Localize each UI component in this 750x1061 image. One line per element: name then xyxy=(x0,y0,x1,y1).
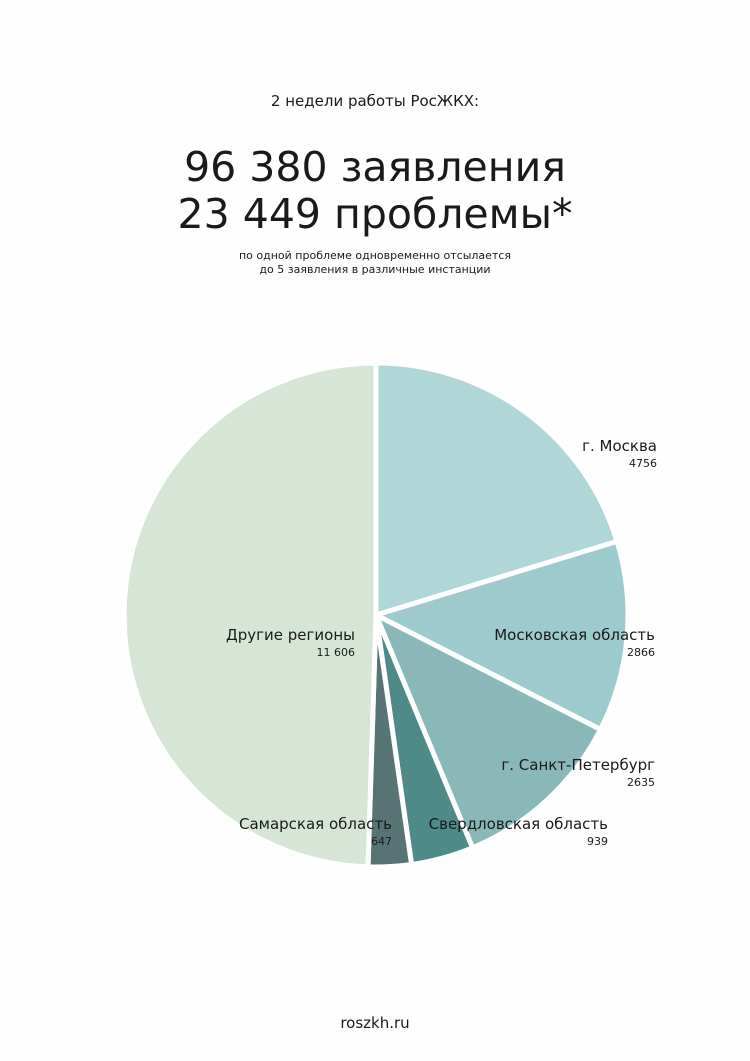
slice-value-3: 2635 xyxy=(627,776,655,789)
headline-problems: 23 449 проблемы* xyxy=(177,190,573,238)
slice-label-1: г. Москва xyxy=(582,437,657,455)
slice-value-1: 4756 xyxy=(629,457,657,470)
slice-value-6: 11 606 xyxy=(317,646,356,659)
slice-value-2: 2866 xyxy=(627,646,655,659)
headline-statements: 96 380 заявления xyxy=(184,143,566,191)
slice-label-5: Самарская область xyxy=(239,815,392,833)
slice-label-6: Другие регионы xyxy=(226,626,355,644)
slice-label-2: Московская область xyxy=(494,626,655,644)
site-url: roszkh.ru xyxy=(340,1014,410,1032)
slice-value-5: 647 xyxy=(371,835,392,848)
footnote-line-2: до 5 заявления в различные инстанции xyxy=(259,263,491,276)
pie-slice-2 xyxy=(373,538,631,732)
pie-slice-3 xyxy=(373,612,603,851)
pie-slice-6 xyxy=(121,360,379,870)
kicker-text: 2 недели работы РосЖКХ: xyxy=(270,92,480,110)
pie-slice-1 xyxy=(373,360,620,618)
slice-label-4: Свердловская область xyxy=(429,815,608,833)
slice-label-3: г. Санкт-Петербург xyxy=(501,756,655,774)
footnote-line-1: по одной проблеме одновременно отсылаетс… xyxy=(238,249,512,262)
slice-value-4: 939 xyxy=(587,835,608,848)
